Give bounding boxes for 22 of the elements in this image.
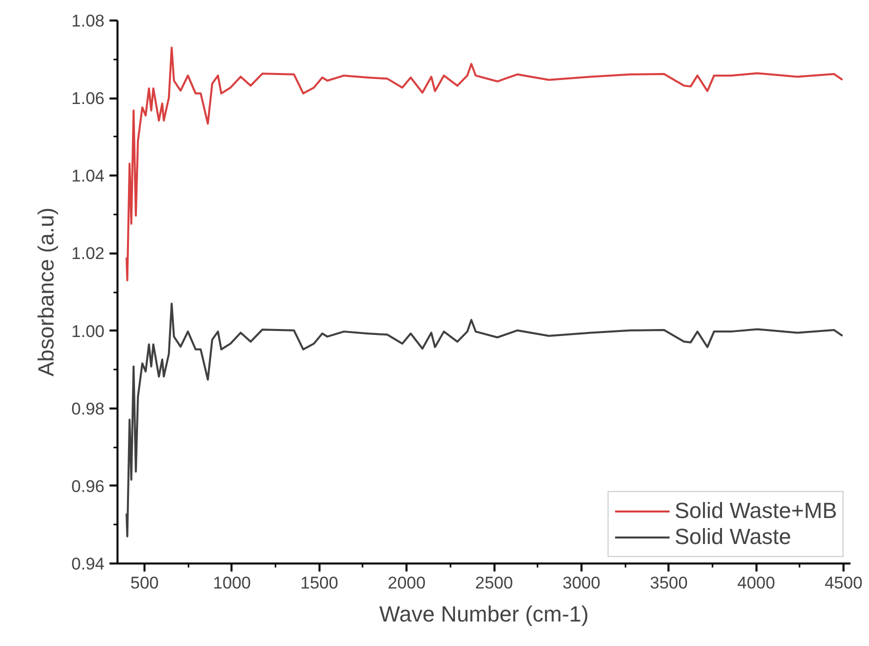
legend-label: Solid Waste+MB bbox=[674, 498, 837, 524]
x-axis-title: Wave Number (cm-1) bbox=[379, 602, 589, 626]
y-tick-label: 1.00 bbox=[71, 322, 105, 341]
x-tick-label: 3500 bbox=[650, 574, 688, 592]
y-tick-label: 1.02 bbox=[71, 244, 105, 264]
y-tick-label: 1.04 bbox=[71, 166, 105, 186]
y-tick-label: 0.96 bbox=[71, 476, 105, 496]
x-tick-label: 1000 bbox=[213, 574, 251, 592]
x-tick-label: 2500 bbox=[475, 574, 513, 592]
x-tick-label: 3000 bbox=[562, 574, 600, 592]
y-tick-label: 1.08 bbox=[71, 12, 105, 30]
y-tick-label: 0.98 bbox=[71, 399, 105, 418]
x-tick-label: 2000 bbox=[388, 574, 426, 592]
x-tick-label: 4500 bbox=[824, 574, 862, 592]
y-axis-title: Absorbance (a.u) bbox=[33, 208, 58, 376]
y-tick-label: 1.06 bbox=[71, 89, 105, 108]
x-tick-label: 500 bbox=[130, 574, 159, 592]
line-series bbox=[126, 46, 844, 282]
x-tick-label: 4000 bbox=[737, 574, 776, 592]
x-tick-label: 1500 bbox=[300, 574, 338, 592]
legend-label: Solid Waste bbox=[674, 524, 792, 550]
y-tick-label: 0.94 bbox=[71, 554, 105, 574]
